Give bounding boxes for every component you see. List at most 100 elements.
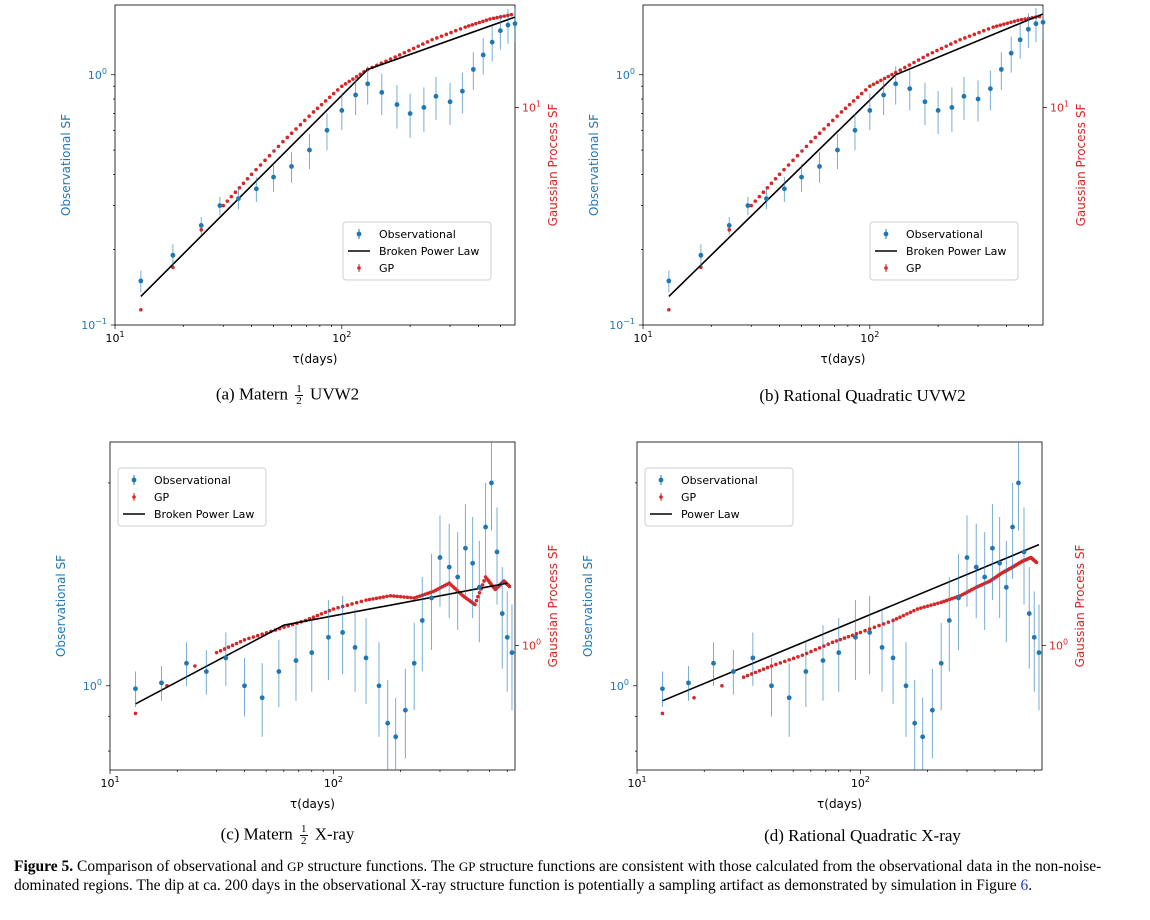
gp-point [858, 630, 863, 635]
gp-point [378, 595, 382, 600]
caption-label: Figure 5. [14, 858, 74, 875]
gp-point [953, 595, 957, 600]
gp-point [787, 658, 791, 662]
gp-point [894, 617, 899, 621]
gp-point [327, 95, 332, 100]
gp-point [791, 158, 795, 163]
gp-point [311, 110, 316, 114]
obs-point [433, 93, 439, 99]
figure-ref-link[interactable]: 6 [1020, 877, 1029, 894]
gp-point [944, 44, 949, 49]
gp-point [967, 34, 972, 38]
legend-gp-marker [132, 495, 136, 499]
obs-point [340, 630, 346, 635]
gp-point [929, 603, 933, 607]
legend-box [117, 467, 267, 527]
gp-point [251, 635, 256, 639]
y-tick-label: 100 [88, 67, 107, 82]
obs-point [385, 720, 391, 726]
gp-point [777, 172, 782, 177]
gp-point [905, 612, 909, 616]
gp-point [302, 118, 307, 123]
obs-point [497, 28, 503, 34]
obs-point [1016, 480, 1021, 486]
gp-point [319, 102, 324, 107]
gp-point [939, 600, 944, 605]
gp-point [769, 181, 774, 186]
legend-obs-marker [131, 477, 137, 483]
gp-point [395, 594, 400, 599]
gp-point [773, 177, 778, 181]
gp-point [782, 167, 786, 172]
obs-point [307, 147, 312, 153]
x-tick-label: 101 [627, 775, 646, 790]
gp-point [374, 596, 379, 601]
gp-point [863, 628, 867, 633]
gp-point [509, 12, 514, 17]
gp-point [495, 15, 499, 20]
obs-point [750, 655, 756, 661]
gp-point [238, 639, 243, 644]
x-axis-label: τ(days) [817, 797, 862, 811]
gp-point [822, 127, 826, 131]
y-tick-label: 10−1 [609, 317, 635, 332]
gp-point [692, 695, 696, 700]
plot-frame [636, 441, 1043, 771]
obs-point [912, 720, 918, 726]
gp-point [925, 53, 930, 57]
gp-point [323, 99, 328, 103]
gp-point [916, 58, 921, 62]
gp-point [411, 46, 416, 51]
gp-point [786, 163, 791, 167]
gp-point [234, 641, 239, 646]
obs-point [1031, 634, 1037, 640]
gp-point [800, 653, 805, 658]
obs-point [660, 686, 665, 692]
gp-point [272, 149, 276, 153]
gp-point [855, 95, 860, 100]
gp-point [859, 91, 864, 96]
obs-point [987, 86, 993, 92]
obs-point [504, 634, 510, 640]
gp-point [480, 583, 485, 587]
obs-point [938, 660, 944, 666]
x-tick-label: 101 [105, 330, 124, 345]
obs-point [159, 680, 164, 686]
gp-point [898, 615, 902, 619]
gp-point [263, 158, 267, 163]
obs-point [352, 645, 358, 650]
gp-point [193, 664, 197, 668]
gp-point [225, 199, 230, 203]
gp-point [1023, 17, 1027, 21]
gp-point [912, 608, 916, 613]
gp-point [242, 638, 247, 642]
gp-point [813, 647, 818, 652]
gp-point [473, 602, 477, 607]
obs-point [879, 645, 885, 650]
gp-point [977, 30, 981, 35]
obs-point [1003, 584, 1009, 590]
gp-point [998, 23, 1003, 27]
gp-point [477, 20, 482, 25]
caption-text-1: Comparison of observational and [77, 858, 284, 875]
gp-point [409, 595, 413, 600]
gp-point [398, 594, 403, 599]
gp-point [761, 190, 766, 195]
gp-point [426, 591, 430, 596]
right-tick-label: 100 [522, 637, 541, 652]
gp-point [281, 139, 285, 144]
obs-point [769, 683, 774, 689]
obs-point [455, 574, 461, 580]
obs-point [764, 196, 769, 201]
caption-text-2: structure functions. The [307, 858, 455, 875]
gp-point [903, 65, 907, 70]
x-tick-label: 102 [324, 775, 343, 790]
gp-point [879, 78, 883, 83]
legend-label: GP [906, 262, 922, 275]
gp-point [307, 114, 311, 119]
gp-point [761, 667, 766, 671]
gp-point [877, 623, 881, 628]
panel-d: 101 102 100 100 τ(days) Observational SF Gauss… [575, 430, 1150, 850]
legend-box [869, 221, 1019, 281]
right-tick-label: 100 [1049, 637, 1068, 652]
